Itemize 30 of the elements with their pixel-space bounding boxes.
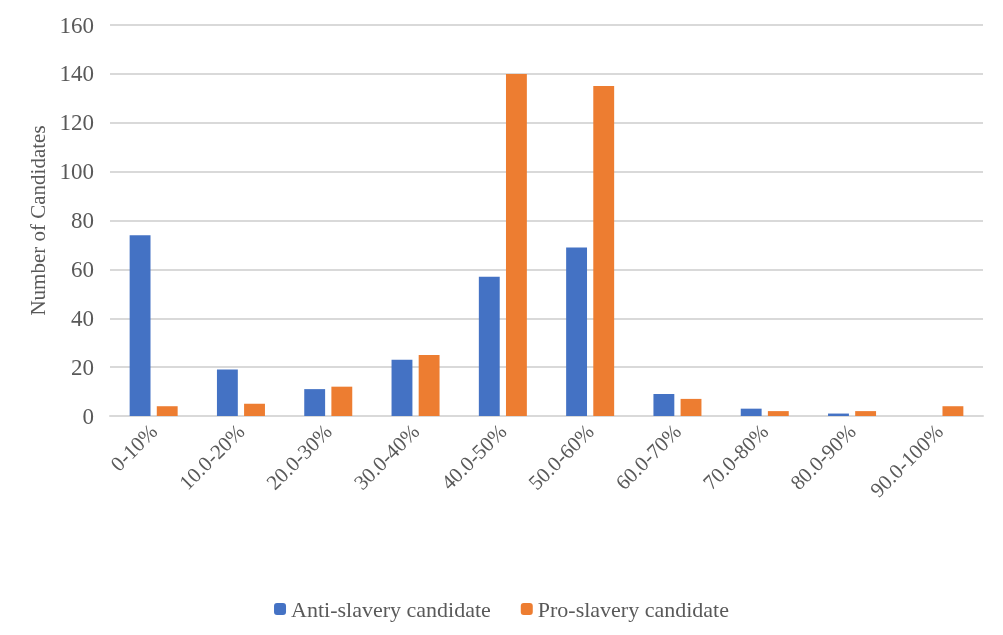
bar	[740, 408, 762, 416]
bar	[478, 276, 500, 416]
bar	[653, 394, 675, 416]
y-tick-label: 40	[71, 305, 94, 331]
bar	[593, 86, 615, 416]
bar	[391, 359, 413, 416]
bar	[680, 398, 702, 416]
bar	[505, 73, 527, 416]
y-tick-label: 100	[59, 159, 94, 185]
bar	[156, 406, 178, 416]
bar	[566, 247, 588, 416]
bar	[418, 354, 440, 416]
bar	[767, 411, 789, 416]
y-tick-label: 160	[59, 12, 94, 38]
y-tick-label: 80	[71, 208, 94, 233]
y-tick-label: 0	[82, 403, 94, 429]
bar	[216, 369, 238, 416]
bar	[331, 386, 353, 416]
bar	[942, 406, 964, 416]
bar	[244, 403, 265, 416]
legend-label: Anti-slavery candidate	[291, 596, 491, 622]
bar	[304, 389, 326, 416]
bar	[855, 411, 877, 416]
y-tick-label: 20	[71, 354, 94, 380]
y-tick-label: 120	[59, 110, 94, 136]
y-tick-label: 60	[71, 256, 94, 282]
y-tick-label: 140	[59, 61, 94, 87]
y-axis-title: Number of Candidates	[25, 125, 50, 316]
bar	[129, 235, 151, 416]
legend-label: Pro-slavery candidate	[537, 596, 729, 622]
